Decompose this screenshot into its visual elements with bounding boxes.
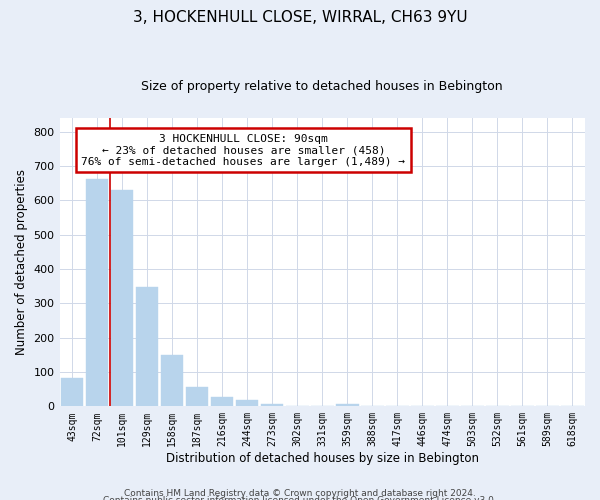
Text: 3, HOCKENHULL CLOSE, WIRRAL, CH63 9YU: 3, HOCKENHULL CLOSE, WIRRAL, CH63 9YU: [133, 10, 467, 25]
X-axis label: Distribution of detached houses by size in Bebington: Distribution of detached houses by size …: [166, 452, 479, 465]
Text: 3 HOCKENHULL CLOSE: 90sqm
← 23% of detached houses are smaller (458)
76% of semi: 3 HOCKENHULL CLOSE: 90sqm ← 23% of detac…: [82, 134, 406, 167]
Bar: [61, 378, 83, 406]
Text: Contains HM Land Registry data © Crown copyright and database right 2024.: Contains HM Land Registry data © Crown c…: [124, 488, 476, 498]
Bar: [211, 397, 233, 406]
Text: Contains public sector information licensed under the Open Government Licence v3: Contains public sector information licen…: [103, 496, 497, 500]
Bar: [86, 179, 109, 406]
Bar: [111, 190, 133, 406]
Bar: [186, 387, 208, 406]
Bar: [236, 400, 259, 406]
Bar: [261, 404, 283, 406]
Bar: [336, 404, 359, 406]
Title: Size of property relative to detached houses in Bebington: Size of property relative to detached ho…: [142, 80, 503, 93]
Bar: [136, 287, 158, 406]
Bar: [161, 356, 184, 406]
Y-axis label: Number of detached properties: Number of detached properties: [15, 169, 28, 355]
